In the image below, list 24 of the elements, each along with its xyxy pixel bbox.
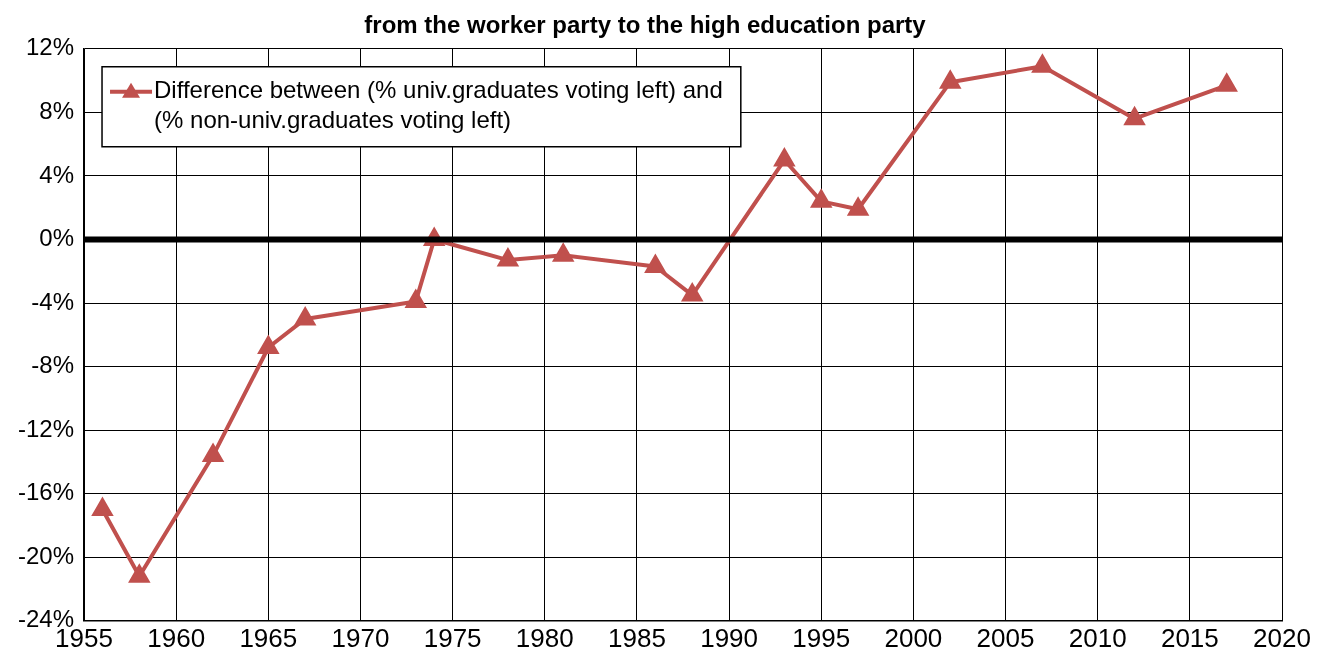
x-tick-label: 2015 (1160, 622, 1219, 653)
x-tick-label: 1990 (700, 622, 759, 653)
x-tick-label: 1960 (147, 622, 206, 653)
legend-label: Difference between (% univ.graduates voting left) and (% non-univ.graduates voting left) (154, 76, 723, 134)
x-tick-label: 1980 (515, 622, 574, 653)
x-tick-label: 2010 (1068, 622, 1127, 653)
x-tick-label: 1970 (331, 622, 390, 653)
x-tick-label: 2000 (884, 622, 943, 653)
x-tick-label: 1965 (239, 622, 298, 653)
x-tick-label: 1995 (792, 622, 851, 653)
y-tick-label: 4% (39, 160, 75, 188)
y-tick-label: -8% (31, 351, 75, 379)
x-tick-label: 2020 (1253, 622, 1311, 653)
y-tick-label: -4% (31, 287, 75, 315)
y-tick-label: -16% (18, 478, 75, 506)
y-tick-label: 8% (39, 96, 75, 124)
y-tick-label: -12% (18, 414, 75, 442)
chart-title: from the worker party to the high education party (364, 11, 927, 39)
y-tick-label: 12% (25, 33, 75, 61)
x-tick-label: 1985 (608, 622, 666, 653)
y-tick-label: 0% (39, 224, 75, 252)
x-tick-label: 2005 (976, 622, 1035, 653)
x-tick-label: 1975 (423, 622, 482, 653)
y-tick-label: -20% (18, 541, 75, 569)
